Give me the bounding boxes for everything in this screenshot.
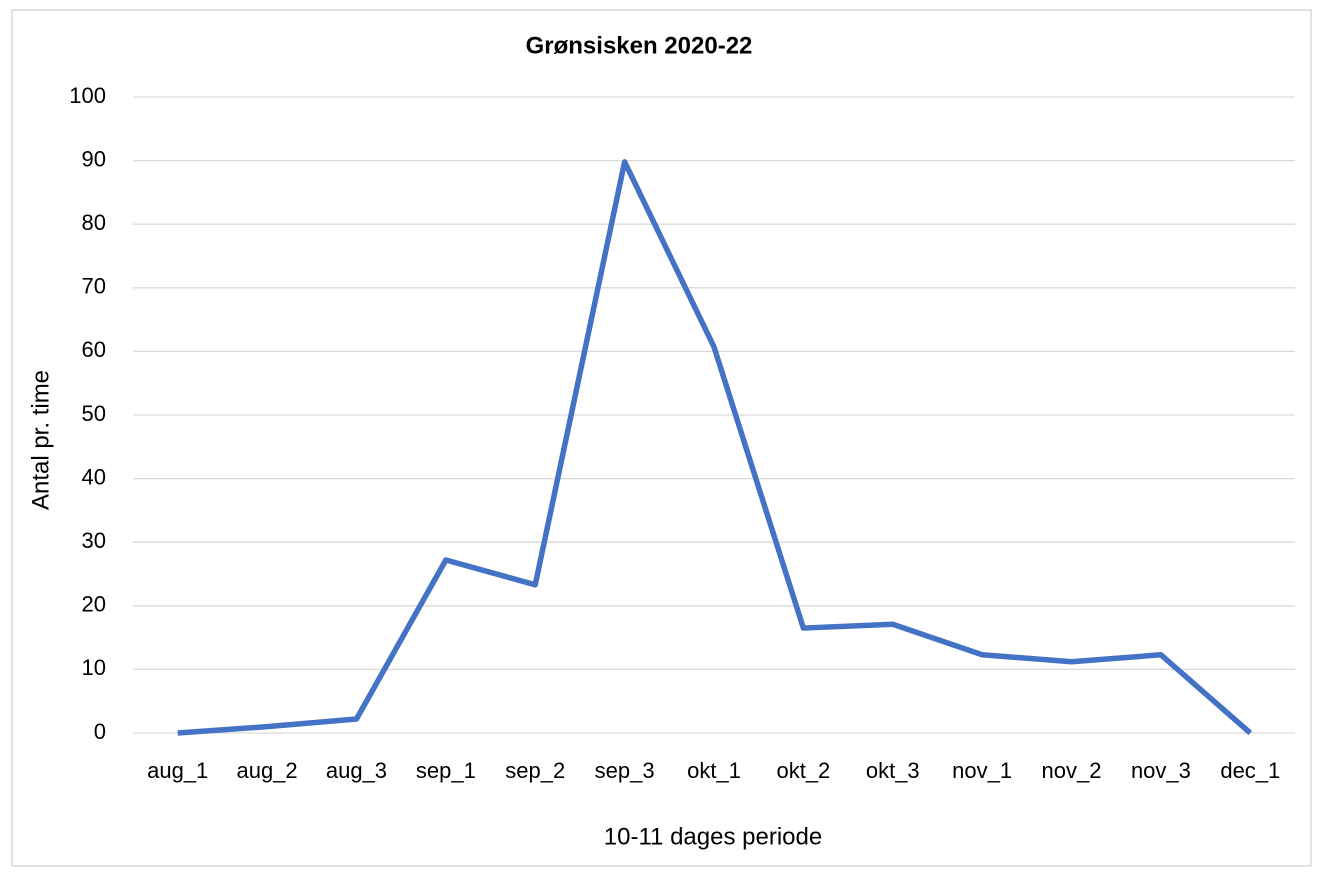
- y-tick-label: 30: [82, 528, 106, 553]
- y-tick-label: 40: [82, 464, 106, 489]
- y-tick-label: 70: [82, 274, 106, 299]
- y-tick-label: 10: [82, 655, 106, 680]
- y-tick-label: 0: [94, 719, 106, 744]
- x-axis-label: 10-11 dages periode: [604, 823, 822, 850]
- data-line: [177, 159, 1253, 736]
- y-tick-label: 60: [82, 337, 106, 362]
- x-tick-label: nov_1: [952, 758, 1012, 783]
- x-tick-label: nov_2: [1042, 758, 1102, 783]
- x-tick-label: aug_3: [326, 758, 387, 783]
- y-tick-label: 90: [82, 146, 106, 171]
- x-tick-label: dec_1: [1220, 758, 1280, 783]
- x-tick-label: aug_2: [236, 758, 297, 783]
- x-tick-label: sep_1: [416, 758, 476, 783]
- x-tick-label: sep_2: [505, 758, 565, 783]
- y-axis-label: Antal pr. time: [27, 370, 54, 510]
- y-tick-label: 80: [82, 210, 106, 235]
- x-tick-label: okt_3: [866, 758, 920, 783]
- y-tick-label: 100: [69, 83, 106, 108]
- chart-title: Grønsisken 2020-22: [526, 32, 753, 59]
- chart-border: [11, 9, 1312, 867]
- y-tick-label: 50: [82, 401, 106, 426]
- x-tick-label: aug_1: [147, 758, 208, 783]
- x-tick-label: sep_3: [595, 758, 655, 783]
- x-tick-label: okt_1: [687, 758, 741, 783]
- x-tick-label: nov_3: [1131, 758, 1191, 783]
- y-tick-label: 20: [82, 592, 106, 617]
- x-tick-label: okt_2: [776, 758, 830, 783]
